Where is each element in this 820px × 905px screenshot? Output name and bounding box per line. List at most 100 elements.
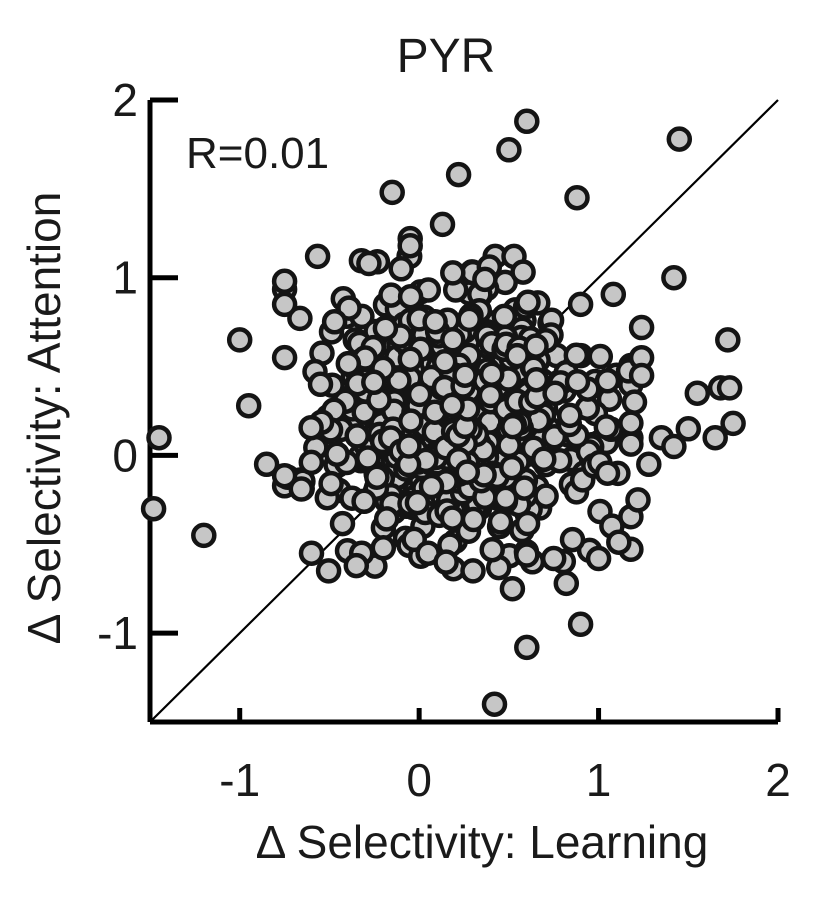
y-ticks: -1 0 1 2 <box>97 74 178 659</box>
data-point <box>587 343 614 370</box>
data-point <box>618 431 644 457</box>
data-point <box>636 451 662 478</box>
data-point <box>370 535 397 561</box>
data-point <box>514 634 540 661</box>
data-point <box>456 306 482 333</box>
data-point <box>287 305 313 332</box>
data-point <box>235 392 262 419</box>
data-point <box>146 424 172 451</box>
data-point <box>288 476 315 502</box>
chart-title: PYR <box>397 30 496 83</box>
data-point <box>422 308 448 335</box>
data-point <box>479 536 505 563</box>
data-point <box>515 289 541 316</box>
scatter-points <box>140 108 746 717</box>
data-point <box>373 506 400 532</box>
y-tick-label: -1 <box>97 607 138 659</box>
data-point <box>329 510 356 537</box>
data-point <box>661 433 687 460</box>
data-point <box>553 570 580 597</box>
data-point <box>271 291 298 318</box>
data-point <box>445 161 472 188</box>
data-point <box>140 495 167 522</box>
data-point <box>397 346 424 372</box>
data-point <box>661 264 687 291</box>
x-tick-label: 2 <box>765 754 791 806</box>
data-point <box>344 423 370 449</box>
data-point <box>531 446 557 473</box>
data-point <box>364 464 390 490</box>
data-point <box>702 424 728 451</box>
data-point <box>594 368 621 394</box>
data-point <box>625 487 651 513</box>
data-point <box>406 381 433 408</box>
data-point <box>440 260 466 286</box>
y-tick-label: 1 <box>112 252 138 304</box>
correlation-annotation: R=0.01 <box>186 129 329 178</box>
data-point <box>335 350 362 377</box>
data-point <box>585 545 612 572</box>
data-point <box>454 459 481 485</box>
data-point <box>496 137 522 163</box>
data-point <box>472 266 498 293</box>
data-point <box>481 691 508 717</box>
data-point <box>514 542 540 568</box>
data-point <box>557 402 583 429</box>
data-point <box>540 545 567 572</box>
x-tick-label: -1 <box>219 754 260 806</box>
data-point <box>460 558 486 584</box>
x-tick-label: 1 <box>586 754 612 806</box>
data-point <box>271 344 298 371</box>
data-point <box>618 410 644 436</box>
data-point <box>379 179 405 206</box>
data-point <box>510 259 536 285</box>
data-point <box>567 611 594 638</box>
data-point <box>440 327 466 353</box>
data-point <box>564 368 591 395</box>
x-tick-label: 0 <box>406 754 432 806</box>
data-point <box>356 250 382 277</box>
data-point <box>191 522 217 549</box>
data-point <box>397 283 424 310</box>
data-point <box>499 575 526 602</box>
data-point <box>628 362 655 389</box>
axes: -1 0 1 2 -1 0 1 2 <box>97 74 791 806</box>
y-tick-label: 0 <box>112 429 138 481</box>
data-point <box>298 540 325 566</box>
data-point <box>684 380 711 406</box>
data-point <box>593 414 620 440</box>
data-point <box>514 510 541 537</box>
data-point <box>559 526 586 553</box>
data-point <box>307 371 334 398</box>
data-point <box>429 211 456 238</box>
data-point <box>511 475 538 501</box>
data-point <box>321 309 348 335</box>
data-point <box>351 488 377 515</box>
data-point <box>318 470 344 497</box>
data-point <box>253 451 280 478</box>
data-point <box>628 314 655 341</box>
data-point <box>361 369 387 396</box>
data-point <box>523 366 550 393</box>
data-point <box>533 483 559 509</box>
data-point <box>431 349 458 375</box>
data-point <box>564 184 590 211</box>
data-point <box>388 256 414 282</box>
data-point <box>439 505 466 531</box>
data-point <box>418 473 445 500</box>
data-point <box>542 380 568 407</box>
data-point <box>439 392 465 419</box>
data-point <box>343 552 370 579</box>
data-point <box>606 529 632 555</box>
data-point <box>271 268 298 295</box>
data-point <box>594 460 621 486</box>
data-point <box>499 454 525 481</box>
data-point <box>396 433 422 459</box>
data-point <box>271 462 298 489</box>
data-point <box>715 327 741 353</box>
data-point <box>398 408 424 434</box>
data-point <box>324 441 350 467</box>
data-point <box>621 389 648 415</box>
data-point <box>452 362 478 388</box>
